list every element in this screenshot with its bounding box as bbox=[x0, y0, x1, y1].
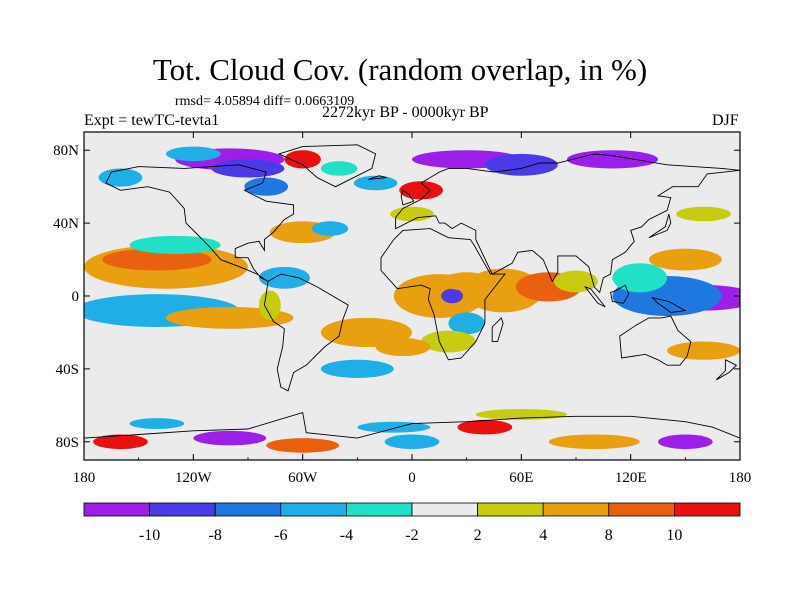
plot-title: Tot. Cloud Cov. (random overlap, in %) bbox=[152, 52, 648, 87]
lon-tick-label: 120E bbox=[615, 470, 647, 486]
colorbar-label: 10 bbox=[666, 527, 682, 544]
lon-tick-label: 0 bbox=[408, 470, 416, 486]
coastline-australia bbox=[619, 315, 692, 366]
anomaly-patch bbox=[384, 434, 440, 450]
coastline-new-guinea bbox=[651, 297, 687, 313]
lat-tick-label: 40S bbox=[56, 362, 79, 378]
anomaly-patch bbox=[211, 159, 285, 178]
colorbar: -10 -8 -6 -4 -2 2 4 8 10 bbox=[83, 502, 741, 544]
anomaly-patch bbox=[193, 430, 267, 446]
anomaly-patch bbox=[357, 421, 431, 433]
lon-tick-label: 180 bbox=[73, 470, 96, 486]
anomaly-patch bbox=[676, 206, 731, 222]
coastline-japan bbox=[648, 213, 672, 239]
lat-tick-label: 80N bbox=[53, 143, 79, 159]
anomaly-patch bbox=[421, 330, 476, 353]
coastline-south-america bbox=[263, 273, 349, 392]
anomaly-patch bbox=[548, 434, 640, 450]
lat-tick-label: 80S bbox=[56, 435, 79, 451]
coastlines bbox=[84, 144, 740, 439]
axis-ticks: 180 120W 60W 0 60E 120E 180 80N 40N 0 40S 80S bbox=[53, 132, 751, 486]
colorbar-label: -2 bbox=[405, 527, 418, 544]
lon-tick-label: 180 bbox=[729, 470, 752, 486]
rmsd-label: rmsd= bbox=[175, 94, 211, 109]
anomaly-patch bbox=[457, 419, 513, 435]
coastline-north-america bbox=[105, 164, 295, 282]
colorbar-swatch bbox=[280, 502, 347, 517]
anomaly-patch bbox=[129, 418, 185, 430]
colorbar-swatch bbox=[608, 502, 675, 517]
coastline-greenland bbox=[277, 144, 377, 188]
anomaly-patch bbox=[648, 248, 722, 271]
lon-tick-label: 120W bbox=[175, 470, 213, 486]
anomaly-patch bbox=[258, 290, 281, 320]
colorbar-label: 8 bbox=[605, 527, 613, 544]
colorbar-label: -8 bbox=[209, 527, 222, 544]
anomaly-patch bbox=[320, 161, 358, 176]
anomaly-patch bbox=[244, 177, 289, 196]
colorbar-label: -6 bbox=[274, 527, 287, 544]
anomaly-patch bbox=[284, 150, 321, 169]
lat-tick-label: 0 bbox=[72, 289, 80, 305]
anomaly-patch bbox=[390, 206, 434, 222]
anomaly-patch bbox=[258, 266, 310, 289]
stats-line: rmsd= 4.05894 diff= 0.0663109 bbox=[175, 94, 354, 110]
anomaly-patch bbox=[102, 248, 212, 271]
anomaly-patch bbox=[266, 438, 340, 453]
anomaly-patch bbox=[375, 337, 431, 357]
anomaly-patch bbox=[353, 175, 398, 191]
colorbar-label: -10 bbox=[139, 527, 160, 544]
anomaly-patch bbox=[98, 168, 143, 187]
colorbar-swatch bbox=[214, 502, 282, 517]
coastline-new-zealand bbox=[715, 359, 738, 381]
colorbar-swatch bbox=[149, 502, 216, 517]
lon-tick-label: 60E bbox=[509, 470, 533, 486]
anomaly-patch bbox=[441, 288, 464, 304]
lat-tick-label: 40N bbox=[53, 216, 79, 232]
anomaly-patch bbox=[658, 434, 713, 450]
coastline-great-britain bbox=[400, 189, 415, 206]
colorbar-label: 4 bbox=[539, 527, 547, 544]
diff-label: diff= bbox=[263, 94, 292, 109]
colorbar-swatch bbox=[345, 502, 413, 517]
anomaly-patch bbox=[129, 235, 221, 255]
period-label: 2272kyr BP - 0000kyr BP bbox=[322, 104, 489, 121]
anomaly-patch bbox=[320, 359, 394, 378]
anomaly-patch bbox=[554, 270, 598, 293]
anomaly-patch bbox=[399, 181, 443, 200]
anomaly-patch bbox=[93, 434, 148, 450]
lon-tick-label: 60W bbox=[288, 470, 318, 486]
coastline-africa bbox=[380, 228, 506, 361]
coastline-eurasia bbox=[395, 153, 740, 294]
colorbar-swatch bbox=[83, 502, 150, 517]
colorbar-label: 2 bbox=[474, 527, 482, 544]
colorbar-swatch bbox=[411, 502, 478, 517]
anomaly-patch bbox=[448, 312, 485, 335]
colorbar-swatch bbox=[674, 502, 741, 517]
coastline-antarctica bbox=[84, 412, 740, 439]
rmsd-value: 4.05894 bbox=[214, 94, 260, 109]
coastline-iceland bbox=[368, 175, 387, 180]
experiment-label: Expt = tewTC-tevta1 bbox=[84, 112, 220, 129]
anomaly-patch bbox=[612, 263, 668, 293]
season-label: DJF bbox=[712, 112, 739, 129]
coastline-borneo bbox=[610, 284, 630, 304]
anomaly-patch bbox=[311, 221, 349, 236]
coastline-sumatra bbox=[583, 286, 606, 308]
colorbar-swatch bbox=[477, 502, 544, 517]
colorbar-swatch bbox=[542, 502, 610, 517]
anomaly-field bbox=[84, 146, 740, 453]
anomaly-patch bbox=[166, 146, 221, 162]
anomaly-patch bbox=[667, 341, 740, 360]
anomaly-patch bbox=[566, 150, 658, 169]
colorbar-label: -4 bbox=[340, 527, 353, 544]
anomaly-patch bbox=[484, 153, 558, 176]
coastline-madagascar bbox=[491, 317, 504, 343]
diff-value: 0.0663109 bbox=[294, 94, 355, 109]
